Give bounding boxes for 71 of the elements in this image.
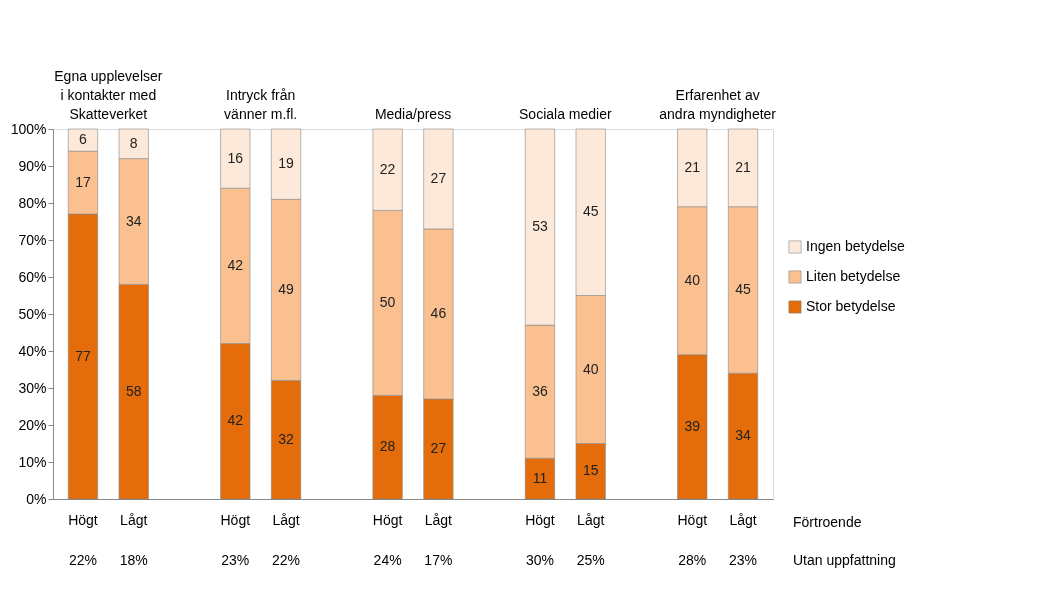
data-label: 40 (684, 271, 701, 288)
text: Förtroende (793, 514, 862, 530)
text: Egna upplevelser i kontakter med Skatteverket (54, 68, 163, 122)
data-label: 34 (125, 212, 142, 229)
y-tick-label: 100% (10, 120, 47, 137)
text: 23% (221, 552, 250, 568)
data-label: 34 (735, 427, 752, 444)
data-label: 45 (735, 280, 752, 297)
text: 30% (525, 552, 554, 568)
data-label: 77 (75, 347, 91, 364)
x-tick-label: Lågt (577, 511, 605, 528)
y-tick-label: 50% (18, 305, 47, 322)
x-tick-label: Lågt (120, 511, 148, 528)
x-tick-label: Högt (372, 511, 403, 528)
text: 22% (272, 552, 301, 568)
legend-label: Liten betydelse (806, 268, 901, 284)
text: 25% (576, 552, 605, 568)
data-label: 53 (532, 218, 548, 235)
x-tick-label: Högt (677, 511, 708, 528)
data-label: 27 (430, 169, 447, 186)
text: 24% (373, 552, 402, 568)
data-label: 40 (582, 360, 599, 377)
data-label: 42 (227, 256, 244, 273)
text: 23% (729, 552, 758, 568)
text: Utan uppfattning (793, 552, 896, 568)
x-tick-label: Lågt (424, 511, 453, 528)
data-label: 27 (430, 440, 447, 457)
text: Erfarenhet av andra myndigheter (659, 87, 777, 122)
data-label: 45 (582, 203, 599, 220)
x-tick-label: Högt (220, 511, 251, 528)
text: Intryck från vänner m.fl. (224, 87, 298, 122)
y-tick-label: 90% (18, 157, 47, 174)
x-tick-label: Högt (68, 511, 98, 528)
data-label: 21 (735, 158, 752, 175)
text: 18% (119, 552, 148, 568)
data-label: 11 (532, 469, 548, 486)
y-tick-label: 0% (26, 490, 47, 507)
data-label: 49 (278, 280, 295, 297)
data-label: 15 (582, 462, 599, 479)
legend-label: Ingen betydelse (806, 238, 906, 254)
legend-label: Stor betydelse (806, 298, 896, 314)
y-tick-label: 10% (18, 453, 47, 470)
x-tick-label: Högt (525, 511, 555, 528)
data-label: 46 (430, 305, 447, 321)
data-label: 6 (79, 131, 88, 148)
text: Media/press (374, 106, 452, 122)
data-label: 22 (379, 160, 396, 177)
data-label: 21 (684, 158, 701, 175)
data-label: 17 (75, 173, 91, 190)
data-label: 58 (125, 382, 142, 399)
text: 17% (424, 552, 453, 568)
text: 22% (68, 552, 97, 568)
data-label: 39 (684, 417, 701, 434)
data-label: 42 (227, 412, 244, 429)
y-tick-label: 20% (18, 416, 47, 433)
data-label: 8 (129, 134, 138, 151)
data-label: 16 (227, 149, 244, 166)
data-label: 32 (278, 430, 295, 447)
data-label: 28 (379, 438, 396, 455)
y-tick-label: 80% (18, 194, 47, 211)
data-label: 36 (532, 382, 548, 399)
data-label: 50 (379, 293, 396, 310)
y-tick-label: 60% (18, 268, 47, 285)
x-tick-label: Lågt (729, 511, 757, 528)
x-tick-label: Lågt (272, 511, 300, 528)
y-tick-label: 70% (18, 231, 47, 248)
text: 28% (678, 552, 707, 568)
text: Sociala medier (519, 106, 612, 122)
y-tick-label: 40% (18, 342, 47, 359)
data-label: 19 (278, 155, 295, 172)
y-tick-label: 30% (18, 379, 47, 396)
